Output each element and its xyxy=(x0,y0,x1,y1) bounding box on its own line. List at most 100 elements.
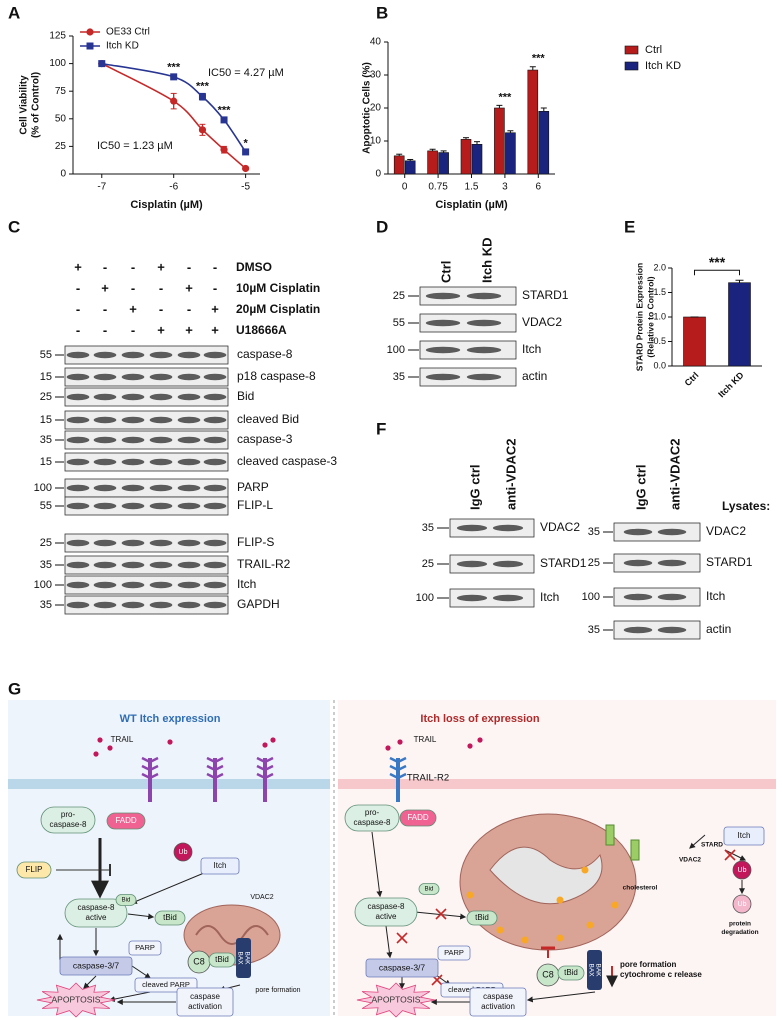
x-axis-label: Cisplatin (µM) xyxy=(435,199,508,211)
blot-band xyxy=(456,524,488,532)
band-label: actin xyxy=(522,369,547,383)
diagram-label: FADD xyxy=(407,813,429,822)
blot-band xyxy=(121,436,145,444)
x-tick-label: -6 xyxy=(169,182,178,193)
band-label: PARP xyxy=(237,480,269,494)
diagram-label: VDAC2 xyxy=(679,857,701,864)
blot-band xyxy=(149,393,173,401)
node xyxy=(732,860,752,880)
ligand xyxy=(107,745,113,751)
x-tick-label: Ctrl xyxy=(683,370,701,388)
treatment-mark: - xyxy=(76,322,80,337)
treatment-label: U18666A xyxy=(236,323,287,337)
ligand xyxy=(467,743,473,749)
x-axis-label: Cisplatin (µM) xyxy=(130,199,203,211)
blot-band xyxy=(203,416,227,424)
x-mark xyxy=(435,908,447,920)
blot-band xyxy=(121,458,145,466)
diagram-label: tBid xyxy=(564,968,578,977)
blot-box xyxy=(613,620,701,640)
mw-label: 25 xyxy=(588,557,600,569)
significance: *** xyxy=(498,91,512,103)
bar xyxy=(728,282,751,367)
blot-band xyxy=(149,373,173,381)
diagram-label: BAX xyxy=(236,951,243,965)
diagram-label: Ub xyxy=(179,849,188,856)
blot-band xyxy=(66,416,90,424)
band-label: VDAC2 xyxy=(540,520,580,534)
y-axis-label: (% of Control) xyxy=(31,72,42,138)
y-tick-label: 0 xyxy=(375,169,381,180)
ic50-label: IC50 = 1.23 µM xyxy=(97,140,173,152)
blot-band xyxy=(149,561,173,569)
blot-band xyxy=(177,416,201,424)
lysates-label: Lysates: xyxy=(722,499,770,513)
treatment-mark: + xyxy=(211,322,219,337)
y-axis-label: Apoptotic Cells (%) xyxy=(362,62,373,154)
diagram-label: caspase-3/7 xyxy=(73,960,120,970)
node xyxy=(173,842,193,862)
arrow xyxy=(724,849,747,861)
treatment-label: 20µM Cisplatin xyxy=(236,302,320,316)
blot-box xyxy=(613,553,701,573)
bar xyxy=(427,150,438,175)
receptor-arm xyxy=(389,772,407,780)
blot-band xyxy=(623,528,653,536)
node xyxy=(365,958,439,978)
blot-band xyxy=(492,524,524,532)
blot-band xyxy=(93,436,117,444)
legend-label: Ctrl xyxy=(645,44,662,56)
arrow xyxy=(127,913,155,920)
receptor xyxy=(263,758,267,802)
band-label: caspase-8 xyxy=(237,347,293,361)
diagram-label: pro- xyxy=(61,810,76,819)
diagram-label: TRAIL xyxy=(111,735,134,744)
blot-band xyxy=(121,561,145,569)
bax-bak xyxy=(587,950,602,990)
treatment-mark: + xyxy=(211,301,219,316)
mw-label: 35 xyxy=(588,526,600,538)
blot-box xyxy=(613,522,701,542)
bar xyxy=(683,316,706,367)
marker xyxy=(242,164,250,173)
band-label: FLIP-L xyxy=(237,498,273,512)
y-tick-label: 1.0 xyxy=(653,311,666,321)
blot-box xyxy=(64,367,229,387)
receptor-arm xyxy=(389,756,407,764)
diagram-label: FLIP xyxy=(26,865,43,874)
blot-band xyxy=(93,351,117,359)
panel-label: A xyxy=(8,3,20,22)
blot-band xyxy=(177,393,201,401)
blot-band xyxy=(623,626,653,634)
blot-band xyxy=(425,292,461,300)
node xyxy=(115,894,137,906)
mw-label: 35 xyxy=(393,371,405,383)
blot-band xyxy=(177,458,201,466)
blot-band xyxy=(149,601,173,609)
bar xyxy=(438,152,449,175)
node xyxy=(200,857,240,875)
bar xyxy=(538,111,550,175)
blot-box xyxy=(64,555,229,575)
diagram-label: TRAIL-R2 xyxy=(407,773,449,784)
blot-band xyxy=(492,594,524,602)
node xyxy=(356,982,436,1018)
lane-label: Itch KD xyxy=(479,238,494,284)
blot-band xyxy=(203,561,227,569)
treatment-mark: + xyxy=(185,280,193,295)
y-axis-label: (Relative to Control) xyxy=(645,276,655,357)
blot-band xyxy=(121,601,145,609)
blot-band xyxy=(203,393,227,401)
blot-band xyxy=(657,559,687,567)
treatment-mark: - xyxy=(187,259,191,274)
y-tick-label: 10 xyxy=(370,136,382,147)
blot-band xyxy=(177,502,201,510)
diagram-label: Itch xyxy=(214,861,227,870)
bar xyxy=(393,155,405,175)
mw-label: 35 xyxy=(40,559,52,571)
treatment-mark: - xyxy=(103,301,107,316)
node xyxy=(557,965,585,981)
diagram-label: Bid xyxy=(425,887,434,893)
ligand xyxy=(385,745,391,751)
blot-box xyxy=(64,575,229,595)
